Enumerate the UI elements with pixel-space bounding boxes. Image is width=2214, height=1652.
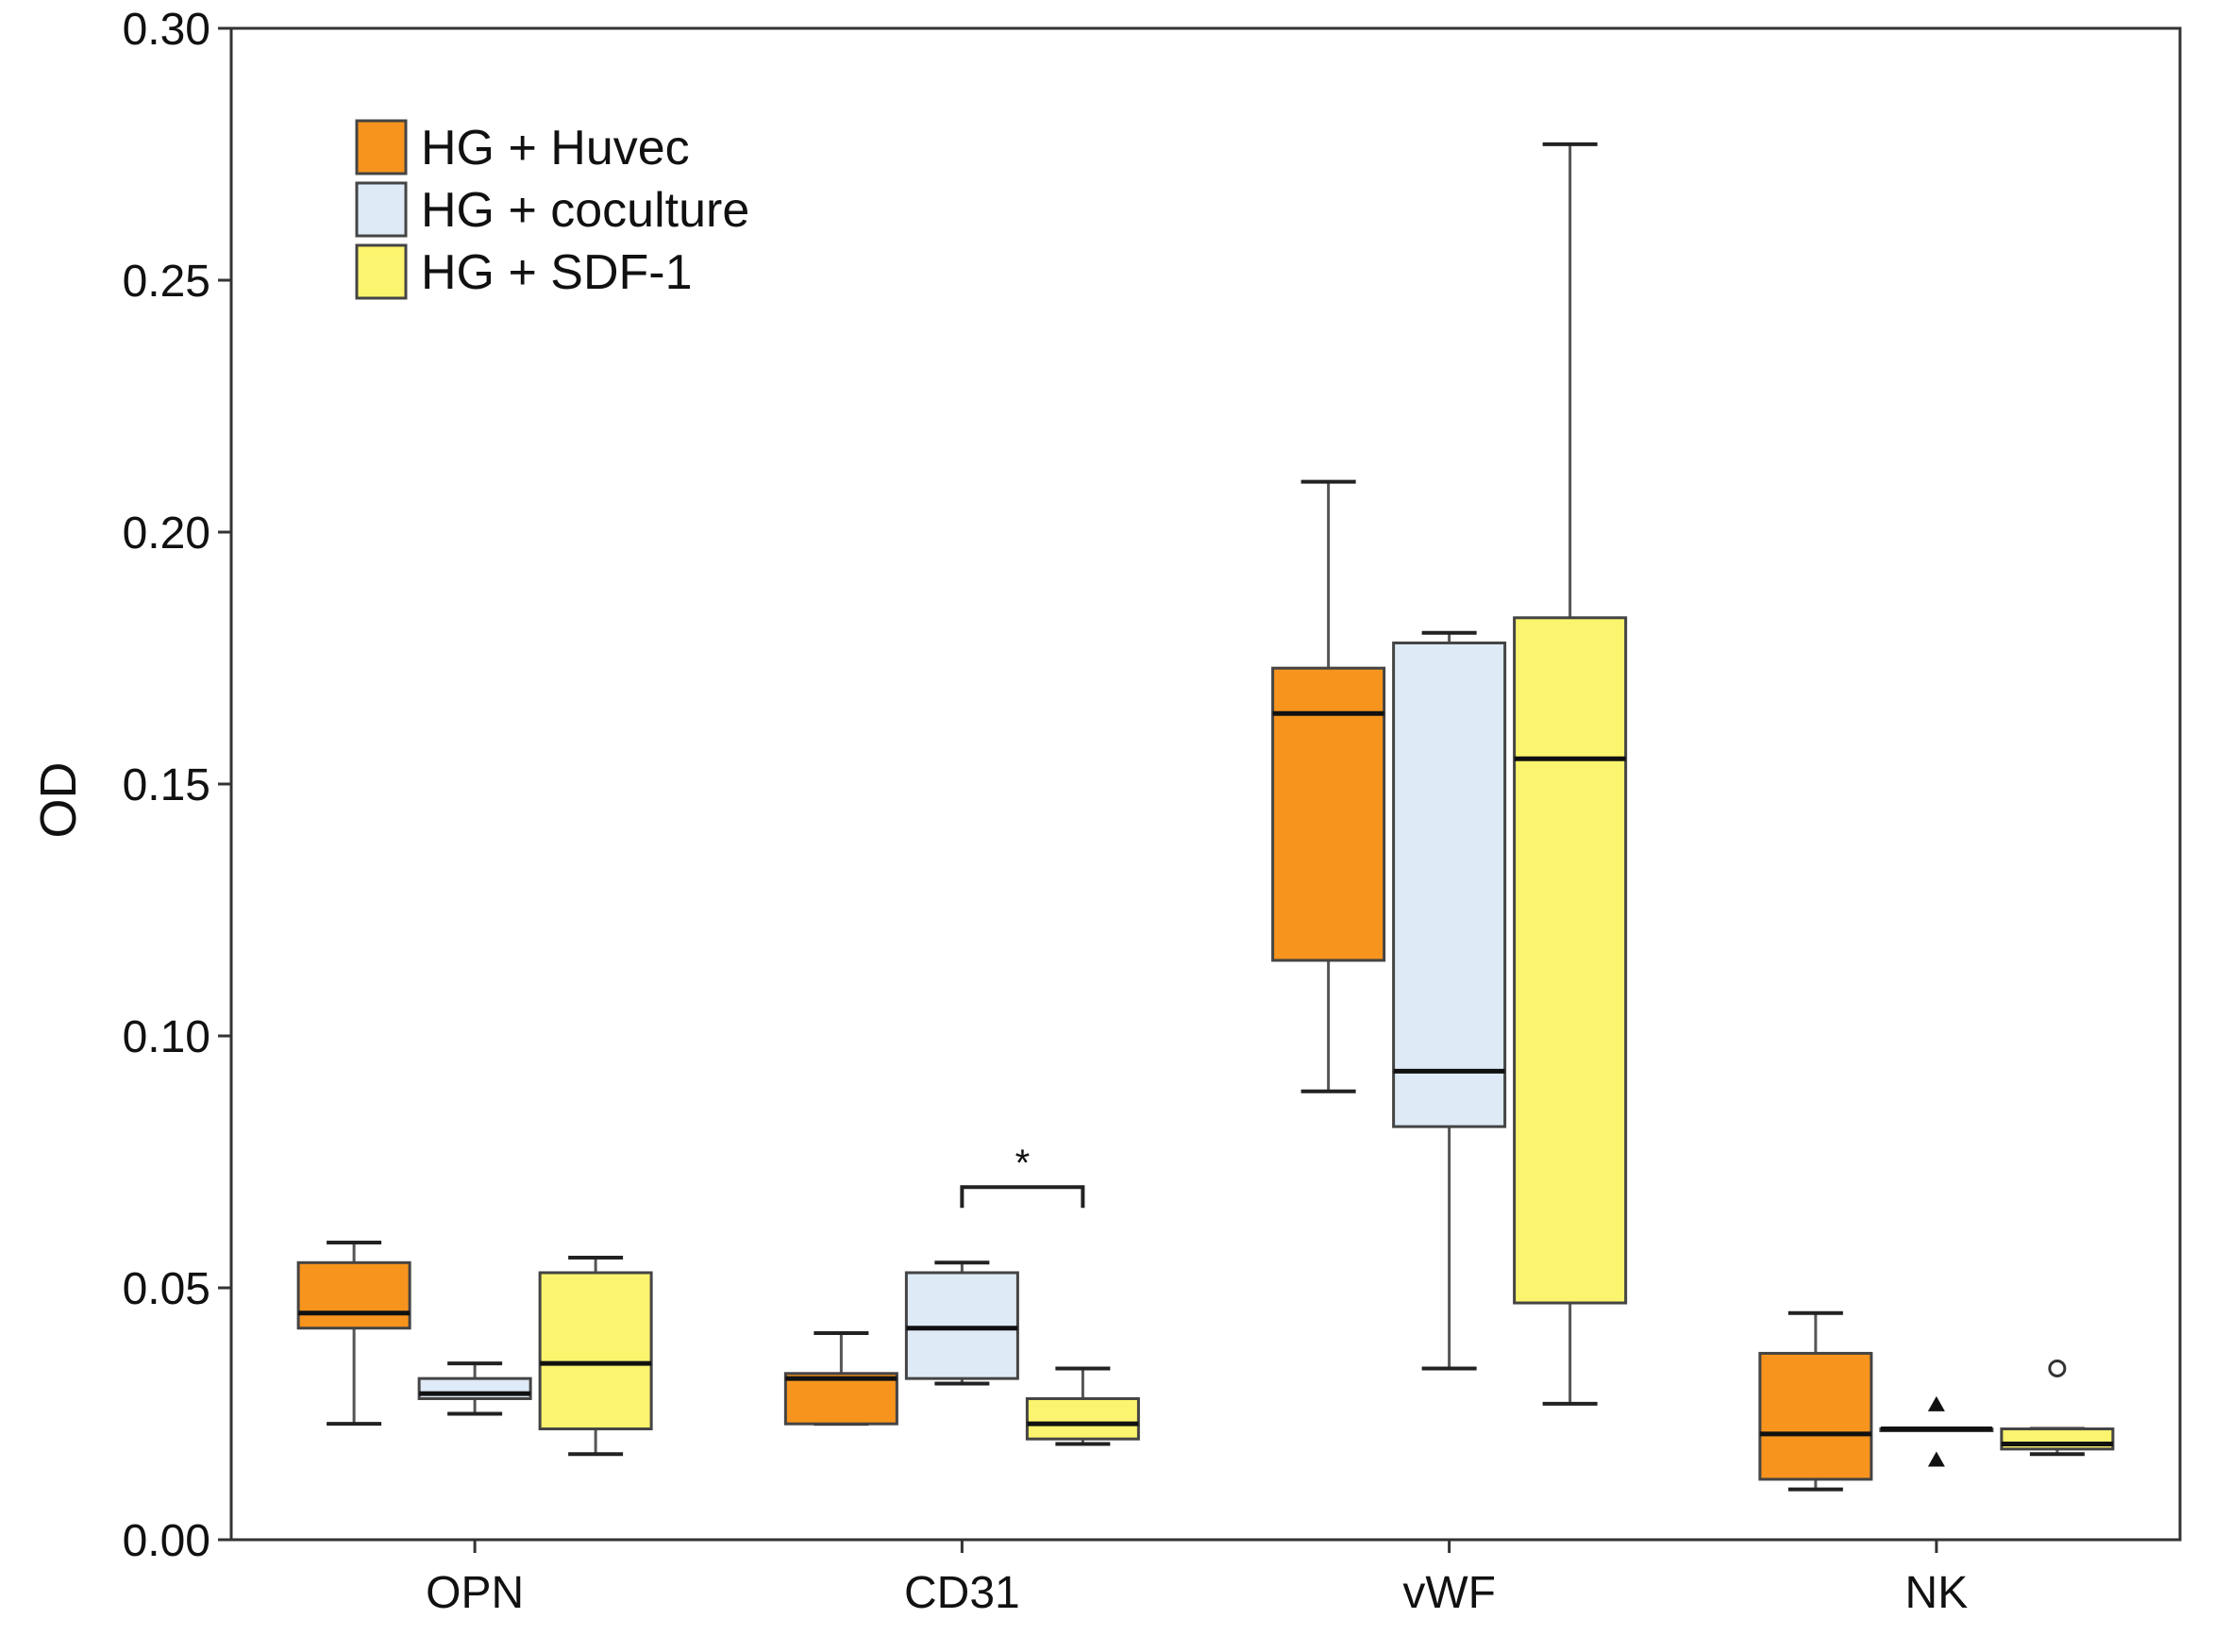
y-axis: 0.00 0.05 0.10 0.15 0.20 0.25 0.30 <box>123 5 231 1566</box>
outlier-point <box>2048 1359 2067 1377</box>
box-NK-2 <box>2000 1359 2115 1457</box>
y-tick-label: 0.30 <box>123 5 210 55</box>
x-tick-label: vWF <box>1402 1568 1496 1618</box>
legend: HG + Huvec HG + coculture HG + SDF-1 <box>355 119 749 300</box>
box-body <box>1758 1351 1873 1481</box>
box-vWF-0 <box>1271 479 1386 1093</box>
legend-swatch <box>355 243 408 300</box>
box-body <box>783 1372 898 1426</box>
x-tick-label: CD31 <box>904 1568 1020 1618</box>
box-NK-1 <box>1879 1395 1994 1467</box>
legend-label: HG + SDF-1 <box>421 245 693 300</box>
x-tick-label: NK <box>1905 1568 1969 1618</box>
x-axis: OPN CD31 vWF NK <box>426 1540 1968 1618</box>
significance-bracket <box>960 1185 1085 1209</box>
y-tick-label: 0.20 <box>123 509 210 559</box>
box-OPN-2 <box>538 1255 653 1457</box>
box-CD31-1 <box>904 1260 1019 1386</box>
box-CD31-0 <box>783 1331 898 1427</box>
y-tick-label: 0.00 <box>123 1516 210 1566</box>
box-body <box>538 1271 653 1431</box>
box-CD31-2 <box>1025 1366 1140 1446</box>
y-axis-title: OD <box>30 762 87 839</box>
significance-annotations: * <box>960 1143 1085 1209</box>
legend-label: HG + coculture <box>421 183 749 238</box>
y-tick-label: 0.15 <box>123 760 210 810</box>
box-OPN-1 <box>417 1361 532 1416</box>
legend-label: HG + Huvec <box>421 121 690 175</box>
y-tick-label: 0.25 <box>123 257 210 307</box>
y-tick-label: 0.10 <box>123 1012 210 1062</box>
legend-swatch <box>355 181 408 238</box>
box-body <box>1513 616 1628 1305</box>
box-OPN-0 <box>296 1240 411 1427</box>
legend-swatch <box>355 119 408 175</box>
x-tick-label: OPN <box>426 1568 524 1618</box>
box-body <box>904 1271 1019 1380</box>
extreme-point <box>1927 1395 1945 1411</box>
box-vWF-2 <box>1513 142 1628 1406</box>
box-vWF-1 <box>1392 630 1507 1371</box>
box-body <box>1392 641 1507 1128</box>
y-tick-label: 0.05 <box>123 1264 210 1314</box>
box-body <box>1271 666 1386 962</box>
extreme-point <box>1927 1451 1945 1467</box>
box-NK-0 <box>1758 1310 1873 1492</box>
box-body <box>1025 1396 1140 1441</box>
box-series <box>296 142 2115 1492</box>
box-body <box>296 1260 411 1330</box>
significance-label: * <box>1015 1143 1031 1184</box>
